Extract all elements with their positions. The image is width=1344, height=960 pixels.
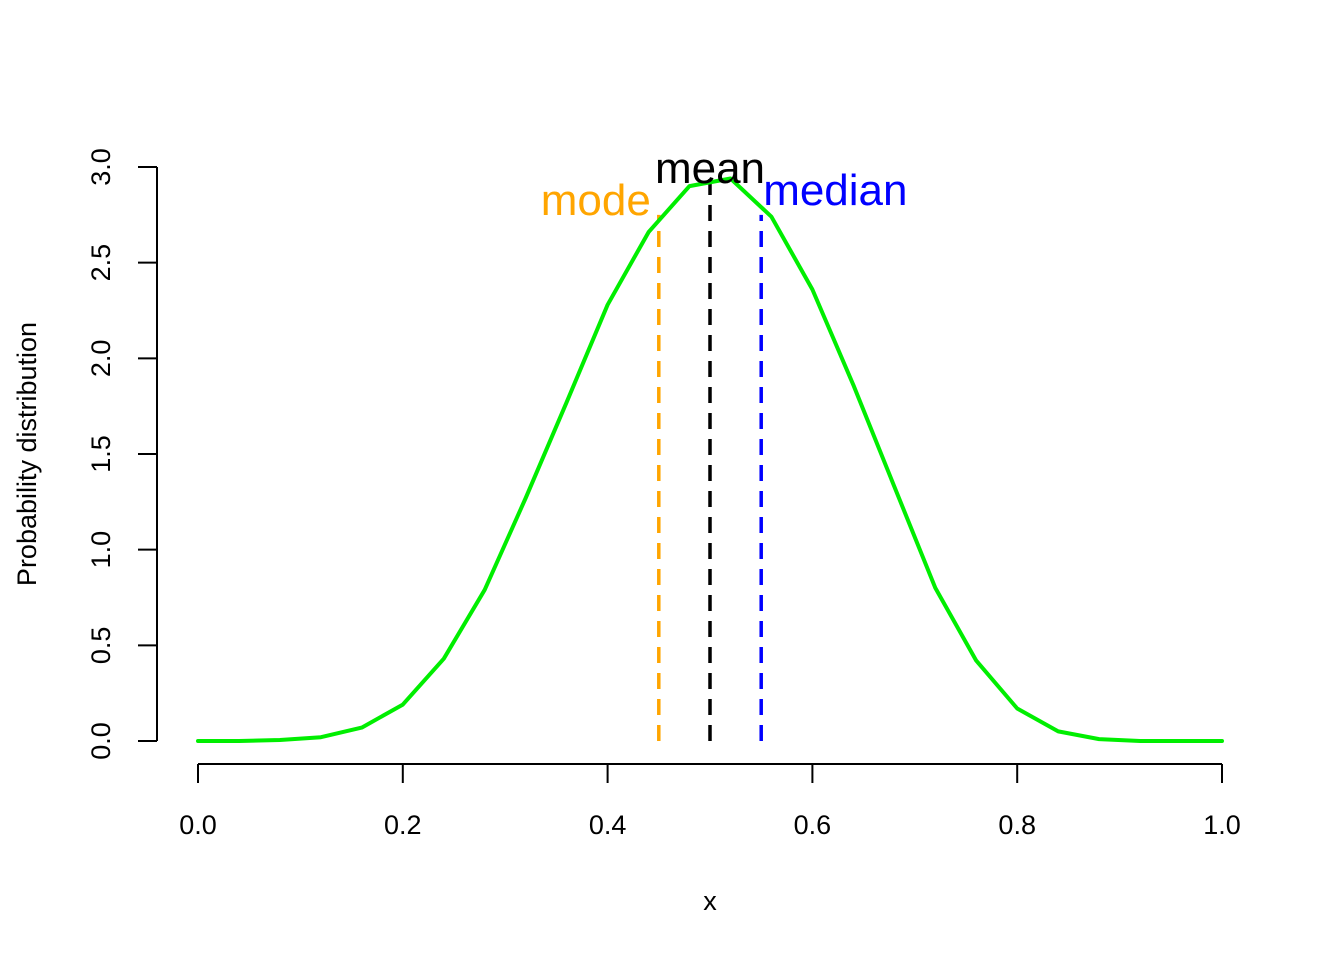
y-tick-label: 0.5 <box>86 627 116 665</box>
series-group <box>196 176 1224 743</box>
x-tick-label: 0.8 <box>998 810 1036 840</box>
x-tick-label: 0.4 <box>589 810 627 840</box>
y-tick-label: 3.0 <box>86 148 116 186</box>
y-ticks: 0.0 0.5 1.0 1.5 2.0 2.5 3.0 <box>86 148 157 760</box>
x-tick-label: 0.6 <box>794 810 832 840</box>
x-ticks: 0.0 0.2 0.4 0.6 0.8 1.0 <box>179 764 1241 840</box>
x-tick-label: 1.0 <box>1203 810 1241 840</box>
x-axis-title: x <box>703 886 717 916</box>
x-tick-label: 0.2 <box>384 810 422 840</box>
y-axis-title: Probability distribution <box>12 322 42 586</box>
reference-lines <box>657 176 763 741</box>
x-tick-label: 0.0 <box>179 810 217 840</box>
y-tick-label: 0.0 <box>86 722 116 760</box>
mean-annotation: mean <box>655 144 765 193</box>
density-curve <box>196 176 1224 743</box>
y-tick-label: 2.0 <box>86 340 116 378</box>
mode-annotation: mode <box>541 176 651 225</box>
y-tick-label: 2.5 <box>86 244 116 282</box>
y-tick-label: 1.0 <box>86 531 116 569</box>
axes: 0.0 0.2 0.4 0.6 0.8 1.0 0.0 0.5 1.0 1.5 2.0 2.5 3.0 <box>86 148 1241 840</box>
y-tick-label: 1.5 <box>86 435 116 473</box>
median-annotation: median <box>763 166 907 215</box>
